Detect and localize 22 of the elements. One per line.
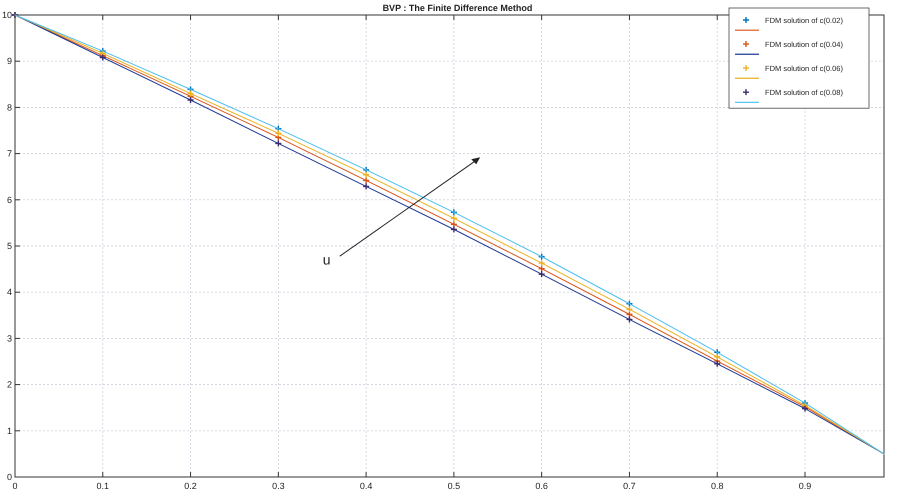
x-tick-label: 0.2	[184, 481, 197, 491]
x-tick-label: 0.9	[798, 481, 812, 491]
y-tick-label: 2	[6, 380, 12, 390]
y-tick-label: 1	[6, 426, 12, 436]
y-tick-label: 7	[6, 148, 12, 159]
annotation: u	[322, 251, 331, 268]
x-tick-label: 0.1	[96, 481, 110, 491]
x-tick-label: 0.4	[360, 481, 372, 491]
x-tick-label: 0.7	[623, 481, 636, 491]
y-tick-label: 6	[6, 194, 12, 205]
y-tick-label: 0	[6, 472, 12, 482]
x-tick-label: 0.5	[448, 481, 460, 491]
y-tick-label: 4	[6, 287, 12, 298]
x-tick-label: 0.3	[272, 481, 285, 491]
x-tick-label: 0.8	[710, 481, 724, 491]
x-tick-label: 0.6	[535, 481, 548, 491]
y-tick-label: 3	[6, 333, 12, 344]
y-tick-label: 9	[6, 56, 12, 66]
y-tick-label: 10	[2, 10, 12, 20]
y-tick-label: 8	[6, 102, 12, 112]
chart-title: BVP : The Finite Difference Method	[382, 3, 532, 13]
y-tick-label: 5	[6, 241, 12, 251]
